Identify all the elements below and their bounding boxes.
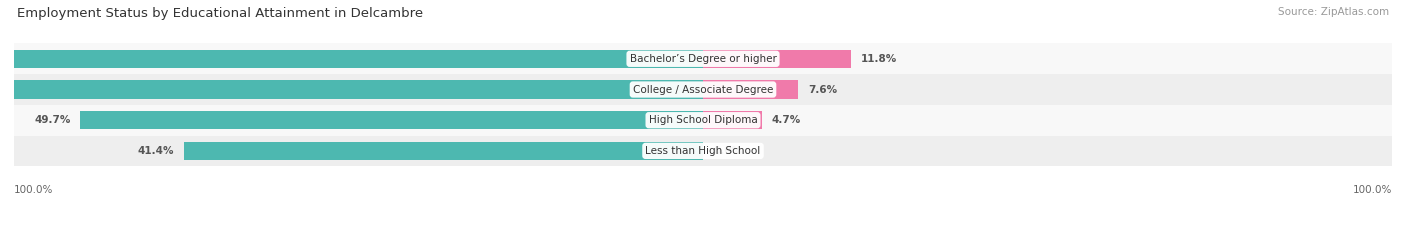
Bar <box>703 50 851 68</box>
Text: 41.4%: 41.4% <box>138 146 174 156</box>
Text: Employment Status by Educational Attainment in Delcambre: Employment Status by Educational Attainm… <box>17 7 423 20</box>
Bar <box>14 105 1392 136</box>
Bar <box>14 136 1392 166</box>
Text: Source: ZipAtlas.com: Source: ZipAtlas.com <box>1278 7 1389 17</box>
Bar <box>80 111 703 129</box>
Text: 100.0%: 100.0% <box>1353 185 1392 195</box>
Text: High School Diploma: High School Diploma <box>648 115 758 125</box>
Text: 100.0%: 100.0% <box>14 185 53 195</box>
Text: 11.8%: 11.8% <box>860 54 897 64</box>
Text: 7.6%: 7.6% <box>808 85 838 95</box>
Bar <box>14 44 1392 74</box>
Text: College / Associate Degree: College / Associate Degree <box>633 85 773 95</box>
Bar <box>184 142 703 160</box>
Bar <box>0 50 703 68</box>
Text: Bachelor’s Degree or higher: Bachelor’s Degree or higher <box>630 54 776 64</box>
Text: Less than High School: Less than High School <box>645 146 761 156</box>
Bar <box>703 111 762 129</box>
Bar <box>0 80 703 99</box>
Text: 4.7%: 4.7% <box>772 115 801 125</box>
Bar <box>14 74 1392 105</box>
Bar <box>703 80 799 99</box>
Text: 0.0%: 0.0% <box>713 146 742 156</box>
Text: 49.7%: 49.7% <box>34 115 70 125</box>
